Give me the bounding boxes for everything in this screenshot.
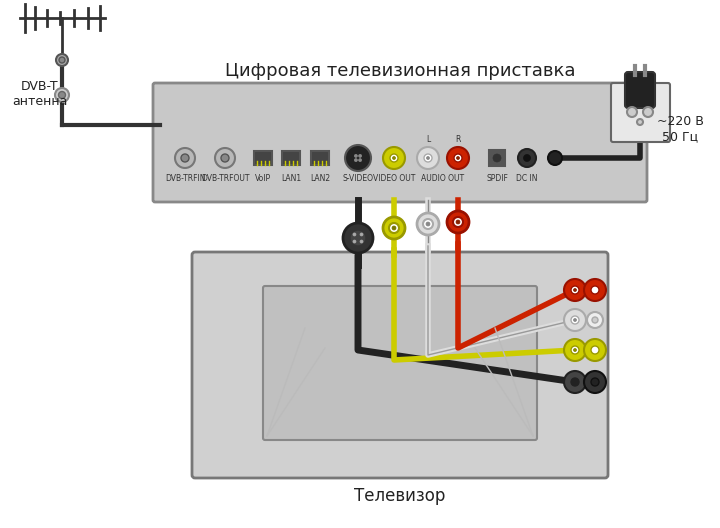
FancyBboxPatch shape [263,286,537,440]
Circle shape [627,107,637,117]
Circle shape [592,317,598,323]
Circle shape [354,154,357,157]
Circle shape [453,217,463,227]
Circle shape [591,378,599,386]
Circle shape [181,154,189,162]
Circle shape [637,119,643,125]
Circle shape [548,151,562,165]
FancyBboxPatch shape [192,252,608,478]
Text: DVB-TRFOUT: DVB-TRFOUT [201,174,249,183]
Circle shape [591,286,599,294]
Circle shape [55,88,69,102]
Text: VIDEO OUT: VIDEO OUT [373,174,415,183]
Circle shape [58,91,66,99]
Circle shape [390,154,398,162]
Text: DVB-T
антенна: DVB-T антенна [12,80,68,108]
Circle shape [584,371,606,393]
Text: Телевизор: Телевизор [354,487,446,505]
FancyBboxPatch shape [153,83,647,202]
Circle shape [571,316,579,324]
Text: DC IN: DC IN [516,174,538,183]
Circle shape [447,211,469,233]
Circle shape [643,107,653,117]
Circle shape [584,279,606,301]
Circle shape [571,378,579,386]
Circle shape [383,217,405,239]
Circle shape [175,148,195,168]
Circle shape [423,219,433,229]
Circle shape [591,346,599,354]
Circle shape [343,223,373,253]
Circle shape [389,223,399,233]
Bar [254,151,272,165]
Circle shape [426,156,430,159]
FancyBboxPatch shape [611,83,670,142]
Circle shape [215,148,235,168]
Circle shape [353,233,356,236]
Text: L: L [426,135,430,144]
Circle shape [221,154,229,162]
Circle shape [584,339,606,361]
Circle shape [354,158,357,162]
Circle shape [392,226,396,230]
Circle shape [454,154,462,162]
Text: Цифровая телевизионная приставка: Цифровая телевизионная приставка [225,62,575,80]
Circle shape [518,149,536,167]
Circle shape [360,233,363,236]
Circle shape [564,279,586,301]
Text: S-VIDEO: S-VIDEO [343,174,374,183]
Circle shape [360,240,363,243]
Circle shape [56,54,68,66]
Text: SPDIF: SPDIF [486,174,508,183]
Circle shape [493,154,501,162]
Circle shape [571,346,579,354]
Text: R: R [455,135,461,144]
Circle shape [564,371,586,393]
Bar [282,151,300,165]
Circle shape [392,156,395,159]
Bar [311,151,329,165]
Text: AUDIO OUT: AUDIO OUT [421,174,464,183]
Circle shape [456,156,459,159]
Circle shape [345,145,371,171]
Bar [489,150,505,166]
Circle shape [574,348,577,352]
Circle shape [417,147,439,169]
Circle shape [574,318,577,322]
Circle shape [523,155,531,162]
Text: LAN2: LAN2 [310,174,330,183]
Circle shape [426,222,430,226]
Circle shape [447,147,469,169]
Circle shape [564,339,586,361]
Circle shape [350,230,366,246]
Circle shape [424,154,432,162]
Text: LAN1: LAN1 [281,174,301,183]
Circle shape [574,288,577,291]
Text: DVB-TRFIN: DVB-TRFIN [165,174,205,183]
Circle shape [359,154,361,157]
Circle shape [564,309,586,331]
Circle shape [571,286,579,294]
Circle shape [359,158,361,162]
Circle shape [456,220,460,224]
Text: VoIP: VoIP [255,174,271,183]
Circle shape [417,213,439,235]
FancyBboxPatch shape [625,72,655,108]
Circle shape [353,240,356,243]
Circle shape [587,312,603,328]
Circle shape [59,57,65,63]
Circle shape [383,147,405,169]
Text: ~220 В
50 Гц: ~220 В 50 Гц [657,115,703,143]
